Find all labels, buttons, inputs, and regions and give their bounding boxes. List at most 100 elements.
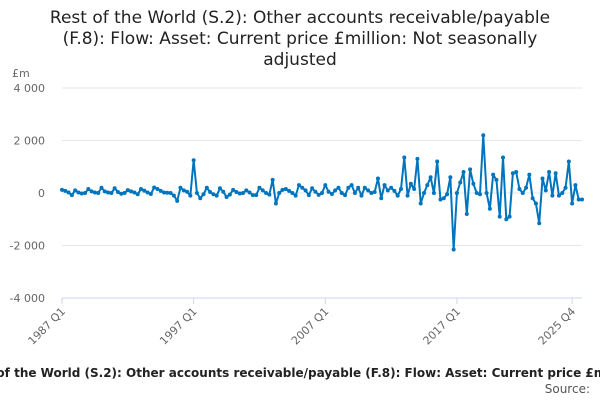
data-point[interactable]: [543, 188, 548, 193]
data-point[interactable]: [323, 183, 328, 188]
data-point[interactable]: [398, 187, 403, 192]
data-point[interactable]: [155, 187, 160, 192]
data-point[interactable]: [504, 217, 509, 222]
data-point[interactable]: [527, 172, 532, 177]
data-point[interactable]: [306, 193, 311, 198]
data-point[interactable]: [231, 187, 236, 192]
data-point[interactable]: [329, 192, 334, 197]
data-point[interactable]: [484, 191, 489, 195]
data-point[interactable]: [83, 191, 88, 195]
data-point[interactable]: [300, 185, 305, 190]
data-point[interactable]: [326, 189, 331, 194]
data-point[interactable]: [211, 192, 216, 197]
data-point[interactable]: [580, 197, 584, 202]
data-point[interactable]: [135, 192, 140, 197]
data-point[interactable]: [283, 187, 288, 192]
data-point[interactable]: [241, 191, 246, 195]
data-point[interactable]: [352, 191, 357, 195]
data-point[interactable]: [73, 188, 78, 193]
data-point[interactable]: [112, 186, 117, 191]
data-point[interactable]: [435, 159, 440, 164]
data-point[interactable]: [366, 188, 371, 193]
data-point[interactable]: [431, 191, 436, 195]
data-point[interactable]: [458, 180, 463, 185]
data-point[interactable]: [547, 170, 552, 174]
data-point[interactable]: [303, 188, 308, 193]
data-point[interactable]: [171, 193, 176, 198]
data-point[interactable]: [533, 201, 538, 206]
data-point[interactable]: [106, 190, 111, 195]
data-point[interactable]: [372, 189, 377, 194]
data-point[interactable]: [234, 189, 239, 194]
data-point[interactable]: [60, 187, 64, 192]
data-point[interactable]: [494, 177, 499, 182]
data-point[interactable]: [530, 196, 535, 201]
data-point[interactable]: [168, 191, 173, 195]
data-point[interactable]: [204, 185, 209, 190]
data-point[interactable]: [310, 186, 315, 191]
data-point[interactable]: [313, 189, 318, 194]
legend-item-label[interactable]: Rest of the World (S.2): Other accounts …: [0, 366, 600, 380]
data-point[interactable]: [115, 189, 120, 194]
data-point[interactable]: [185, 189, 190, 194]
data-point[interactable]: [395, 193, 400, 198]
data-point[interactable]: [152, 185, 157, 190]
data-point[interactable]: [99, 185, 104, 190]
data-point[interactable]: [471, 181, 476, 186]
data-point[interactable]: [214, 193, 219, 198]
data-point[interactable]: [524, 185, 529, 190]
data-point[interactable]: [556, 193, 561, 198]
data-point[interactable]: [280, 187, 285, 192]
data-point[interactable]: [227, 192, 232, 197]
data-point[interactable]: [507, 214, 512, 219]
data-point[interactable]: [188, 193, 193, 198]
data-point[interactable]: [142, 188, 147, 193]
data-point[interactable]: [89, 189, 94, 194]
data-point[interactable]: [362, 185, 367, 190]
data-point[interactable]: [293, 193, 298, 198]
data-point[interactable]: [468, 167, 473, 172]
data-point[interactable]: [224, 194, 229, 199]
data-point[interactable]: [264, 191, 269, 195]
data-point[interactable]: [339, 191, 344, 195]
data-point[interactable]: [346, 185, 351, 190]
data-point[interactable]: [129, 189, 134, 194]
data-point[interactable]: [563, 185, 568, 190]
data-point[interactable]: [520, 191, 525, 195]
data-point[interactable]: [418, 201, 423, 206]
data-point[interactable]: [273, 201, 278, 206]
data-point[interactable]: [553, 171, 558, 176]
data-point[interactable]: [76, 190, 81, 195]
data-point[interactable]: [247, 190, 252, 195]
data-point[interactable]: [560, 191, 565, 195]
data-point[interactable]: [438, 197, 443, 202]
data-point[interactable]: [573, 183, 578, 188]
data-point[interactable]: [537, 221, 542, 226]
data-point[interactable]: [408, 181, 413, 186]
data-point[interactable]: [382, 183, 387, 188]
data-point[interactable]: [125, 188, 130, 193]
data-point[interactable]: [102, 189, 107, 194]
data-point[interactable]: [277, 191, 282, 195]
data-point[interactable]: [63, 188, 68, 193]
data-point[interactable]: [540, 176, 545, 181]
data-point[interactable]: [487, 206, 492, 211]
data-point[interactable]: [415, 156, 420, 161]
data-point[interactable]: [343, 193, 348, 198]
data-point[interactable]: [254, 193, 259, 198]
data-point[interactable]: [86, 187, 91, 192]
data-point[interactable]: [260, 188, 265, 193]
data-point[interactable]: [208, 189, 213, 194]
data-point[interactable]: [162, 190, 167, 195]
data-point[interactable]: [109, 191, 114, 195]
legend[interactable]: Rest of the World (S.2): Other accounts …: [0, 366, 600, 380]
data-point[interactable]: [550, 193, 555, 198]
data-point[interactable]: [336, 185, 341, 190]
data-point[interactable]: [481, 133, 486, 138]
data-point[interactable]: [517, 187, 522, 192]
data-point[interactable]: [402, 155, 407, 160]
data-point[interactable]: [175, 198, 180, 203]
data-point[interactable]: [296, 183, 301, 188]
data-point[interactable]: [422, 191, 427, 195]
data-point[interactable]: [375, 176, 380, 181]
